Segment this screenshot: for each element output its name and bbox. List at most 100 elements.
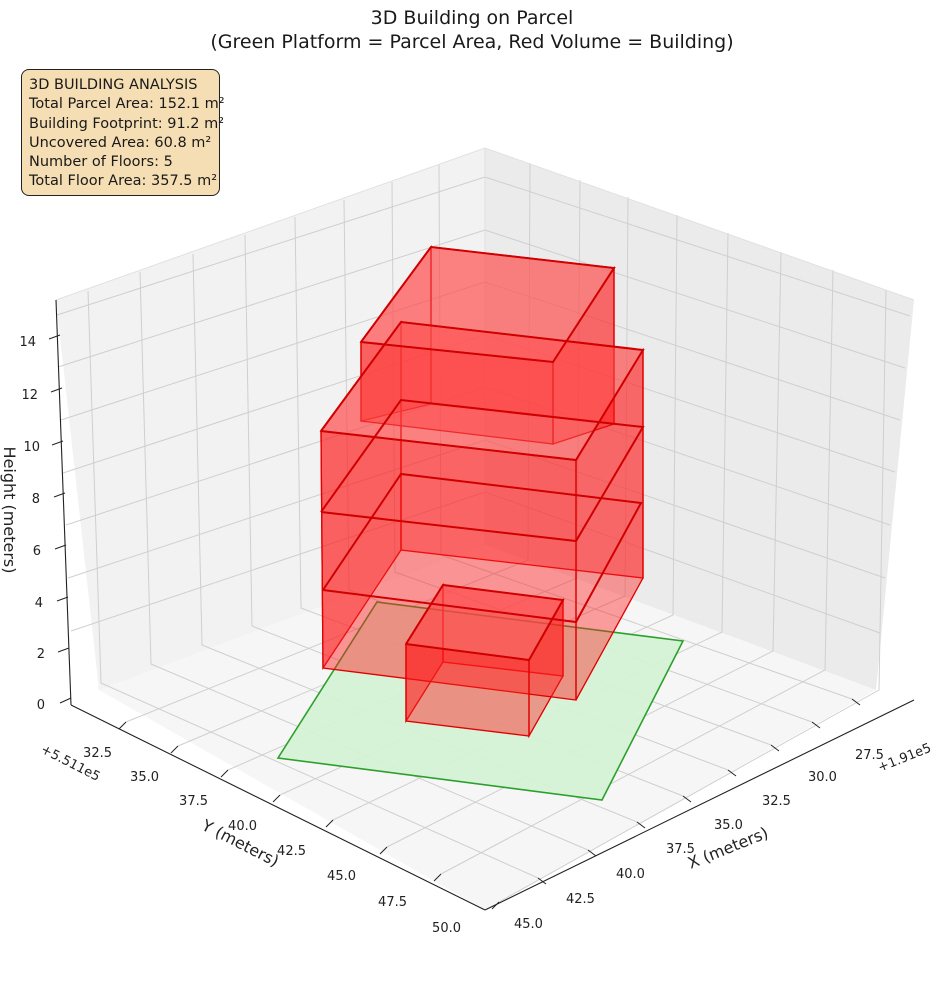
analysis-info-box: 3D BUILDING ANALYSIS Total Parcel Area: … [21, 69, 225, 196]
z-tick [50, 387, 63, 393]
x-offset-text: +1.91e5 [876, 741, 934, 776]
x-tick-label: 27.5 [855, 748, 884, 763]
x-tick-label: 40.0 [616, 867, 645, 882]
info-line-parcel-area: Total Parcel Area: 152.1 m² [29, 96, 225, 113]
floor-line [322, 472, 643, 624]
grid-line [62, 334, 486, 474]
building-volume [319, 245, 645, 739]
pane-right-wall [485, 148, 914, 690]
floor-line [360, 245, 616, 364]
axis-lines [55, 299, 915, 911]
pane-edges [55, 147, 915, 545]
y-tick-label: 45.0 [327, 869, 356, 884]
info-line-footprint: Building Footprint: 91.2 m² [29, 115, 225, 132]
x-tick-label: 32.5 [762, 794, 791, 809]
y-axis-line [70, 704, 486, 911]
y-tick [272, 794, 281, 803]
z-tick-labels: 0 2 4 6 8 10 12 14 [19, 335, 45, 713]
z-tick [59, 697, 72, 704]
y-tick-label: 47.5 [378, 895, 407, 910]
parcel-platform [276, 601, 685, 801]
y-tick-label: 50.0 [432, 921, 461, 936]
x-tick-label: 42.5 [566, 892, 595, 907]
y-tick-labels: 32.5 35.0 37.5 40.0 42.5 45.0 47.5 50.0 [83, 746, 461, 936]
grid-line [70, 491, 486, 632]
x-tick [811, 721, 821, 729]
x-tick [537, 877, 547, 885]
building-side-faces [320, 245, 644, 739]
z-tick-label: 8 [32, 492, 40, 507]
z-tick-label: 12 [21, 388, 38, 403]
tick-marks [48, 334, 861, 910]
z-tick [56, 596, 69, 602]
y-tick-label: 35.0 [130, 770, 159, 785]
z-tick-label: 6 [33, 544, 41, 559]
grid-line [177, 179, 581, 747]
grid-line [65, 386, 486, 526]
grid-line [484, 334, 896, 473]
z-tick [57, 647, 70, 653]
grid-line [391, 181, 813, 723]
info-line-uncovered: Uncovered Area: 60.8 m² [29, 134, 212, 151]
z-tick-label: 14 [19, 335, 36, 350]
x-tick [770, 744, 780, 752]
x-tick [682, 795, 692, 803]
floor-lines [320, 245, 645, 662]
pane-left-wall [56, 148, 485, 690]
y-tick-label: 40.0 [228, 819, 257, 834]
grid-line [440, 269, 834, 875]
chart-title: 3D Building on Parcel (Green Platform = … [0, 6, 944, 54]
grid-line [67, 439, 486, 579]
grid-line [484, 439, 886, 579]
info-line-heading: 3D BUILDING ANALYSIS [29, 77, 198, 93]
y-tick-label: 32.5 [83, 746, 112, 761]
z-tick-label: 4 [35, 596, 43, 611]
y-tick [170, 745, 179, 754]
x-tick [851, 698, 861, 706]
y-tick [325, 819, 334, 828]
x-tick-label: 37.5 [666, 842, 695, 857]
x-tick [636, 821, 646, 829]
grid-line [484, 229, 906, 369]
x-tick-label: 45.0 [514, 917, 543, 932]
grid-line [139, 271, 589, 851]
z-tick [53, 492, 66, 498]
z-tick-label: 2 [37, 647, 45, 662]
x-tick-label: 30.0 [808, 770, 837, 785]
y-tick-label: 37.5 [179, 794, 208, 809]
z-tick-label: 10 [23, 440, 40, 455]
y-tick [379, 846, 388, 855]
info-line-floor-area: Total Floor Area: 357.5 m² [29, 173, 218, 190]
grid-line [484, 491, 881, 634]
x-tick-label: 35.0 [714, 818, 743, 833]
z-axis-label: Height (meters) [0, 447, 19, 574]
info-line-floors: Number of Floors: 5 [29, 154, 173, 171]
x-tick [587, 849, 597, 857]
y-tick [433, 873, 442, 882]
y-tick [491, 901, 500, 910]
floor-line [405, 583, 565, 662]
x-tick-labels: 27.5 30.0 32.5 35.0 37.5 40.0 42.5 45.0 [514, 748, 884, 932]
grid-line [87, 290, 539, 879]
x-tick [727, 769, 737, 777]
z-tick-label: 0 [37, 698, 45, 713]
z-tick [54, 544, 67, 550]
y-tick-label: 42.5 [277, 844, 306, 859]
grid-line [56, 176, 486, 316]
building-top-faces [319, 246, 645, 661]
z-tick [51, 440, 64, 446]
grid-line [484, 176, 911, 317]
floor-line [320, 320, 645, 462]
x-axis-line [484, 699, 915, 911]
grid-line [498, 289, 887, 903]
grid-line [57, 229, 486, 368]
grid-line [125, 162, 531, 723]
y-tick [118, 721, 127, 730]
chart-title-line1: 3D Building on Parcel [370, 7, 574, 29]
grid-line [60, 281, 486, 421]
z-tick [48, 334, 61, 340]
z-axis-line [55, 299, 72, 706]
y-tick [220, 769, 229, 778]
chart-title-line2: (Green Platform = Parcel Area, Red Volum… [210, 31, 734, 53]
